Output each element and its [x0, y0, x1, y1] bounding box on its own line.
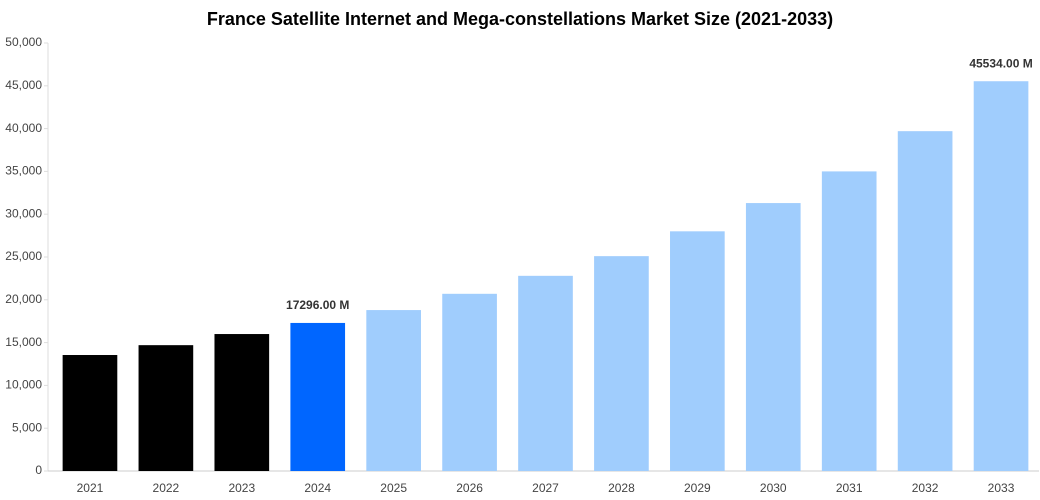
x-tick-label: 2025: [380, 481, 407, 495]
y-tick-label: 35,000: [5, 164, 42, 178]
bar: [821, 171, 877, 471]
y-tick-label: 50,000: [5, 35, 42, 49]
bar: [973, 81, 1029, 472]
y-tick-label: 0: [35, 463, 42, 477]
x-tick-label: 2031: [836, 481, 863, 495]
bar: [62, 355, 118, 471]
y-tick-label: 10,000: [5, 378, 42, 392]
x-tick-label: 2033: [988, 481, 1015, 495]
bar: [366, 310, 421, 471]
y-tick-label: 25,000: [5, 249, 42, 263]
bar: [594, 256, 649, 471]
y-tick-label: 15,000: [5, 335, 42, 349]
x-tick-label: 2030: [760, 481, 787, 495]
x-tick-label: 2027: [532, 481, 559, 495]
x-tick-label: 2032: [912, 481, 939, 495]
x-tick-label: 2023: [228, 481, 255, 495]
bar: [290, 322, 346, 471]
y-tick-label: 30,000: [5, 206, 42, 220]
y-tick-label: 45,000: [5, 78, 42, 92]
x-tick-label: 2026: [456, 481, 483, 495]
bar: [670, 231, 725, 471]
value-label: 17296.00 M: [286, 298, 349, 312]
bar: [214, 334, 270, 471]
bar: [745, 203, 801, 471]
x-tick-label: 2022: [153, 481, 180, 495]
chart-title: France Satellite Internet and Mega-const…: [207, 9, 833, 29]
bar: [518, 275, 573, 471]
bar: [442, 293, 497, 471]
x-tick-label: 2021: [77, 481, 104, 495]
x-tick-label: 2029: [684, 481, 711, 495]
x-tick-label: 2024: [304, 481, 331, 495]
y-tick-label: 20,000: [5, 292, 42, 306]
y-tick-label: 5,000: [12, 420, 42, 434]
value-label: 45534.00 M: [969, 56, 1032, 70]
bar: [138, 345, 194, 471]
y-tick-label: 40,000: [5, 121, 42, 135]
x-tick-label: 2028: [608, 481, 635, 495]
bar: [897, 131, 953, 471]
